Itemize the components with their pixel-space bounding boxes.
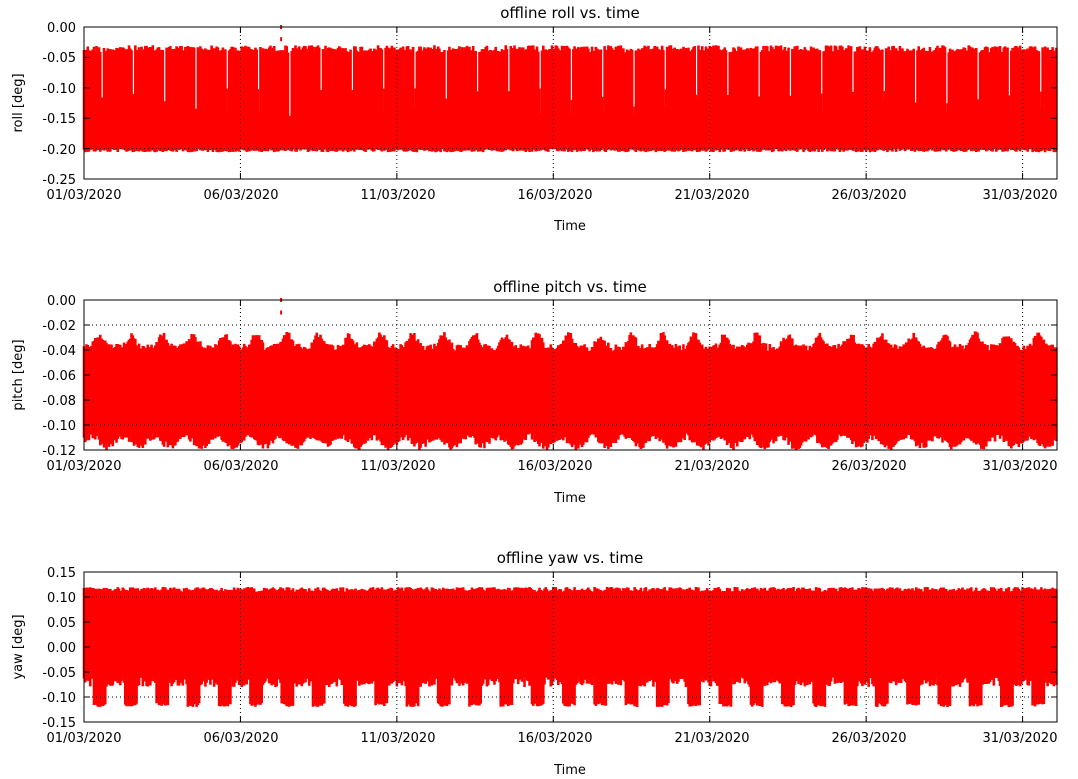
x-tick-label: 11/03/2020 (361, 459, 436, 474)
x-tick-label: 31/03/2020 (983, 731, 1058, 746)
x-tick-label: 26/03/2020 (832, 731, 907, 746)
yaw-panel: offline yaw vs. time yaw [deg] Time 0.15… (11, 549, 1058, 778)
x-tick-label: 31/03/2020 (983, 188, 1058, 203)
x-tick-label: 26/03/2020 (832, 459, 907, 474)
x-tick-label: 01/03/2020 (47, 188, 122, 203)
y-tick-label: -0.25 (42, 173, 76, 188)
x-tick-label: 21/03/2020 (675, 188, 750, 203)
x-tick-label: 06/03/2020 (204, 731, 279, 746)
x-tick-label: 16/03/2020 (518, 188, 593, 203)
roll-outlier-point (280, 37, 283, 42)
y-tick-label: -0.10 (42, 419, 76, 434)
y-tick-label: -0.06 (42, 369, 76, 384)
x-tick-label: 11/03/2020 (361, 731, 436, 746)
roll-y-label: roll [deg] (11, 73, 26, 132)
yaw-x-label: Time (553, 763, 586, 778)
y-tick-label: -0.10 (42, 691, 76, 706)
yaw-x-ticks: 01/03/2020 06/03/2020 11/03/2020 16/03/2… (47, 731, 1058, 746)
roll-grid (84, 27, 1057, 179)
pitch-outlier-point (280, 310, 283, 315)
pitch-y-ticks: 0.00 -0.02 -0.04 -0.06 -0.08 -0.10 -0.12 (42, 294, 76, 459)
yaw-y-ticks: 0.15 0.10 0.05 0.00 -0.05 -0.10 -0.15 (42, 566, 76, 731)
y-tick-label: -0.10 (42, 82, 76, 97)
x-tick-label: 16/03/2020 (518, 731, 593, 746)
y-tick-label: 0.00 (47, 294, 76, 309)
pitch-tick-marks (83, 299, 1057, 451)
y-tick-label: 0.05 (47, 616, 76, 631)
pitch-x-ticks: 01/03/2020 06/03/2020 11/03/2020 16/03/2… (47, 459, 1058, 474)
pitch-x-label: Time (553, 491, 586, 506)
x-tick-label: 21/03/2020 (675, 731, 750, 746)
roll-y-ticks: 0.00 -0.05 -0.10 -0.15 -0.20 -0.25 (42, 21, 76, 188)
yaw-data (82, 587, 1058, 707)
y-tick-label: -0.02 (42, 319, 76, 334)
pitch-grid (84, 300, 1057, 450)
roll-x-label: Time (553, 219, 586, 234)
y-tick-label: -0.04 (42, 344, 76, 359)
roll-x-ticks: 01/03/2020 06/03/2020 11/03/2020 16/03/2… (47, 188, 1058, 203)
x-tick-label: 21/03/2020 (675, 459, 750, 474)
x-tick-label: 26/03/2020 (832, 188, 907, 203)
x-tick-label: 01/03/2020 (47, 459, 122, 474)
x-tick-label: 06/03/2020 (204, 459, 279, 474)
y-tick-label: 0.15 (47, 566, 76, 581)
y-tick-label: -0.20 (42, 143, 76, 158)
yaw-tick-marks (83, 571, 1057, 723)
y-tick-label: 0.10 (47, 591, 76, 606)
roll-title: offline roll vs. time (500, 4, 640, 22)
roll-data (82, 25, 1058, 153)
x-tick-label: 06/03/2020 (204, 188, 279, 203)
y-tick-label: -0.12 (42, 444, 76, 459)
pitch-data (82, 298, 1058, 450)
x-tick-label: 11/03/2020 (361, 188, 436, 203)
yaw-title: offline yaw vs. time (497, 549, 644, 567)
y-tick-label: -0.15 (42, 716, 76, 731)
y-tick-label: -0.08 (42, 394, 76, 409)
x-tick-label: 16/03/2020 (518, 459, 593, 474)
y-tick-label: -0.05 (42, 666, 76, 681)
x-tick-label: 31/03/2020 (983, 459, 1058, 474)
pitch-panel: offline pitch vs. time pitch [deg] Time … (11, 278, 1058, 506)
pitch-y-label: pitch [deg] (11, 339, 26, 410)
y-tick-label: -0.15 (42, 112, 76, 127)
y-tick-label: 0.00 (47, 641, 76, 656)
y-tick-label: -0.05 (42, 51, 76, 66)
yaw-y-label: yaw [deg] (11, 614, 26, 679)
roll-frame (83, 26, 1058, 180)
y-tick-label: 0.00 (47, 21, 76, 36)
x-tick-label: 01/03/2020 (47, 731, 122, 746)
yaw-grid (84, 572, 1057, 722)
pitch-title: offline pitch vs. time (493, 278, 647, 296)
roll-tick-marks (83, 26, 1057, 180)
roll-panel: offline roll vs. time roll [deg] Time 0.… (11, 4, 1058, 234)
